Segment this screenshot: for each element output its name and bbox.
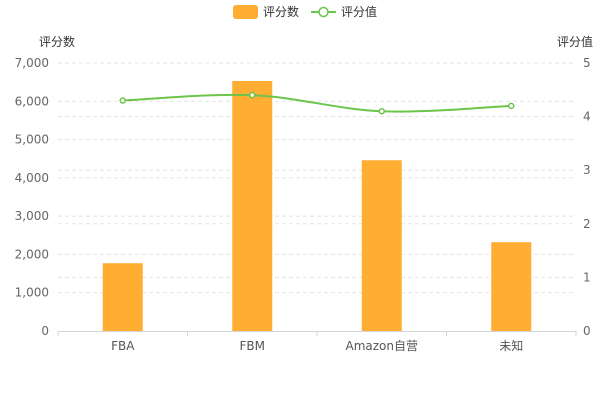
bar[interactable] xyxy=(102,263,143,331)
line-series xyxy=(119,91,515,115)
y-right-tick-label: 4 xyxy=(583,110,591,124)
y-right-tick-label: 0 xyxy=(583,324,591,338)
y-left-tick-label: 1,000 xyxy=(15,286,49,300)
bar[interactable] xyxy=(232,80,273,331)
x-tick-label: 未知 xyxy=(499,339,523,353)
line-point[interactable] xyxy=(508,102,515,110)
legend-label-line: 评分值 xyxy=(341,4,377,19)
legend-swatch-line-marker xyxy=(318,6,329,18)
y-left-tick-label: 5,000 xyxy=(15,133,49,147)
y-axis-left-title: 评分数 xyxy=(39,34,75,49)
bar[interactable] xyxy=(491,242,532,331)
x-tick-label: FBM xyxy=(240,339,266,353)
x-tick-label: Amazon自营 xyxy=(346,339,419,353)
y-axis-right-ticks: 0 1 2 3 4 5 xyxy=(583,56,591,338)
line-point[interactable] xyxy=(119,97,126,104)
line-point[interactable] xyxy=(249,91,256,99)
line-point[interactable] xyxy=(378,107,385,115)
y-left-tick-label: 7,000 xyxy=(15,56,49,70)
y-right-tick-label: 3 xyxy=(583,163,591,177)
y-left-tick-label: 3,000 xyxy=(15,209,49,223)
y-left-tick-label: 6,000 xyxy=(15,94,49,108)
bar[interactable] xyxy=(361,160,402,331)
y-axis-right-title: 评分值 xyxy=(557,34,593,49)
x-axis: FBA FBM Amazon自营 未知 xyxy=(57,331,577,353)
legend[interactable]: 评分数 评分值 xyxy=(233,4,377,19)
y-left-tick-label: 2,000 xyxy=(15,247,49,261)
legend-swatch-bar xyxy=(233,5,258,19)
y-axis-left-ticks: 0 1,000 2,000 3,000 4,000 5,000 6,000 7,000 xyxy=(15,56,49,338)
line-path xyxy=(122,93,512,113)
x-tick-label: FBA xyxy=(111,339,135,353)
y-right-tick-label: 5 xyxy=(583,56,591,70)
y-right-tick-label: 2 xyxy=(583,217,591,231)
y-left-tick-label: 0 xyxy=(41,324,49,338)
bar-series xyxy=(102,80,532,331)
legend-label-bar: 评分数 xyxy=(263,4,299,19)
grid xyxy=(58,62,576,294)
y-left-tick-label: 4,000 xyxy=(15,171,49,185)
y-right-tick-label: 1 xyxy=(583,270,591,284)
